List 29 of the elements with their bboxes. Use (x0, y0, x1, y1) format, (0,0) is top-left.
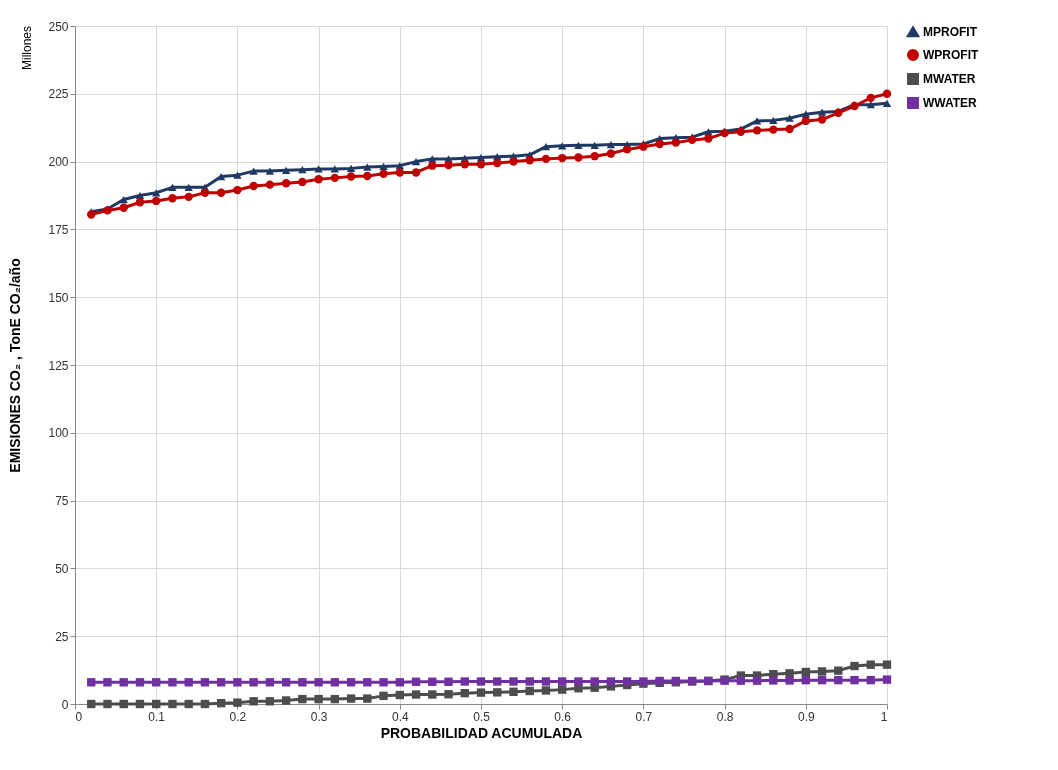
x-tick-label: 0.8 (716, 709, 734, 724)
y-tick-label: 150 (48, 290, 69, 305)
legend-label: WPROFIT (923, 48, 979, 62)
y-tick-label: 100 (48, 426, 69, 441)
legend-label: MPROFIT (923, 25, 978, 39)
x-axis-title: PROBABILIDAD ACUMULADA (380, 724, 583, 741)
y-axis-title: EMISIONES CO₂ , TonE CO₂/año (7, 258, 24, 473)
y-tick-label: 0 (61, 697, 69, 712)
legend-label: MWATER (923, 72, 976, 86)
y-tick-label: 250 (48, 19, 69, 34)
x-tick-label: 0.4 (391, 709, 409, 724)
x-tick-label: 0.2 (229, 709, 247, 724)
x-tick-label: 0.6 (554, 709, 572, 724)
y-tick-label: 125 (48, 358, 69, 373)
x-tick-label: 0.3 (310, 709, 328, 724)
y-tick-label: 25 (55, 629, 69, 644)
legend-label: WWATER (923, 96, 978, 110)
y-tick-label: 225 (48, 87, 69, 102)
y-tick-label: 50 (55, 561, 69, 576)
y-tick-label: 175 (48, 222, 69, 237)
x-tick-label: 0.1 (148, 709, 166, 724)
x-tick-label: 0.9 (797, 709, 815, 724)
x-tick-label: 0.5 (473, 709, 491, 724)
x-tick-label: 0 (75, 709, 83, 724)
y-tick-label: 75 (55, 494, 69, 509)
x-tick-label: 1 (880, 709, 888, 724)
y-tick-label: 200 (48, 155, 69, 170)
text: Millones (20, 26, 34, 71)
x-tick-label: 0.7 (635, 709, 653, 724)
